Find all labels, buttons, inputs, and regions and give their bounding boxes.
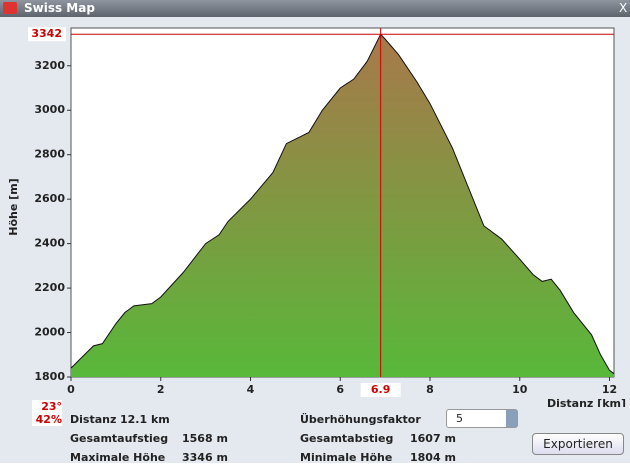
y-tick-label: 2600 [34,192,65,205]
info-value: 3346 m [182,451,228,464]
slope-angle: 23° [41,400,62,413]
factor-value: 5 [456,412,463,425]
y-tick-label: 3000 [34,103,65,116]
marker-x-label: 6.9 [371,383,391,396]
y-tick-label: 2800 [34,148,65,161]
app-icon [3,2,17,14]
profile-line [70,33,615,375]
export-button[interactable]: Exportieren [532,433,624,455]
x-tick-label: 0 [67,383,75,396]
window-title: Swiss Map [24,1,95,15]
x-axis-label: Distanz [km] [547,397,626,407]
marker-x-box [360,383,401,397]
info-label: Gesamtaufstieg [70,432,169,445]
marker-y-label: 3342 [31,27,62,40]
y-tick-label: 2200 [34,281,65,294]
y-tick-label: 2400 [34,237,65,250]
y-tick-label: 1800 [34,370,65,383]
x-tick-label: 12 [602,383,617,396]
close-button[interactable]: X [619,1,628,15]
marker-y-box [28,27,66,42]
y-axis-label: Höhe [m] [7,178,20,235]
chart: Höhe [m] Distanz [km] 180020002200240026… [7,27,626,407]
title-bar: Swiss Map X [0,0,630,17]
profile-area [71,34,614,377]
info-label: Distanz [70,413,117,426]
info-value: 12.1 km [120,413,170,426]
factor-spinner[interactable]: 5 [446,409,518,428]
info-value: 1804 m [410,451,456,464]
spinner-arrows[interactable] [506,410,517,427]
info-label: Maximale Höhe [70,451,166,464]
x-tick-label: 2 [157,383,165,396]
info-value: 1568 m [182,432,228,445]
factor-label: Überhöhungsfaktor [300,413,421,426]
info-label: Minimale Höhe [300,451,393,464]
x-tick-label: 8 [426,383,434,396]
y-tick-label: 2000 [34,326,65,339]
x-tick-label: 10 [512,383,528,396]
x-tick-label: 6 [336,383,344,396]
slope-box: 23° 42% [32,400,62,426]
slope-percent: 42% [35,413,62,426]
info-value: 1607 m [410,432,456,445]
y-tick-label: 3200 [34,59,65,72]
info-label: Gesamtabstieg [300,432,394,445]
x-tick-label: 4 [247,383,255,396]
